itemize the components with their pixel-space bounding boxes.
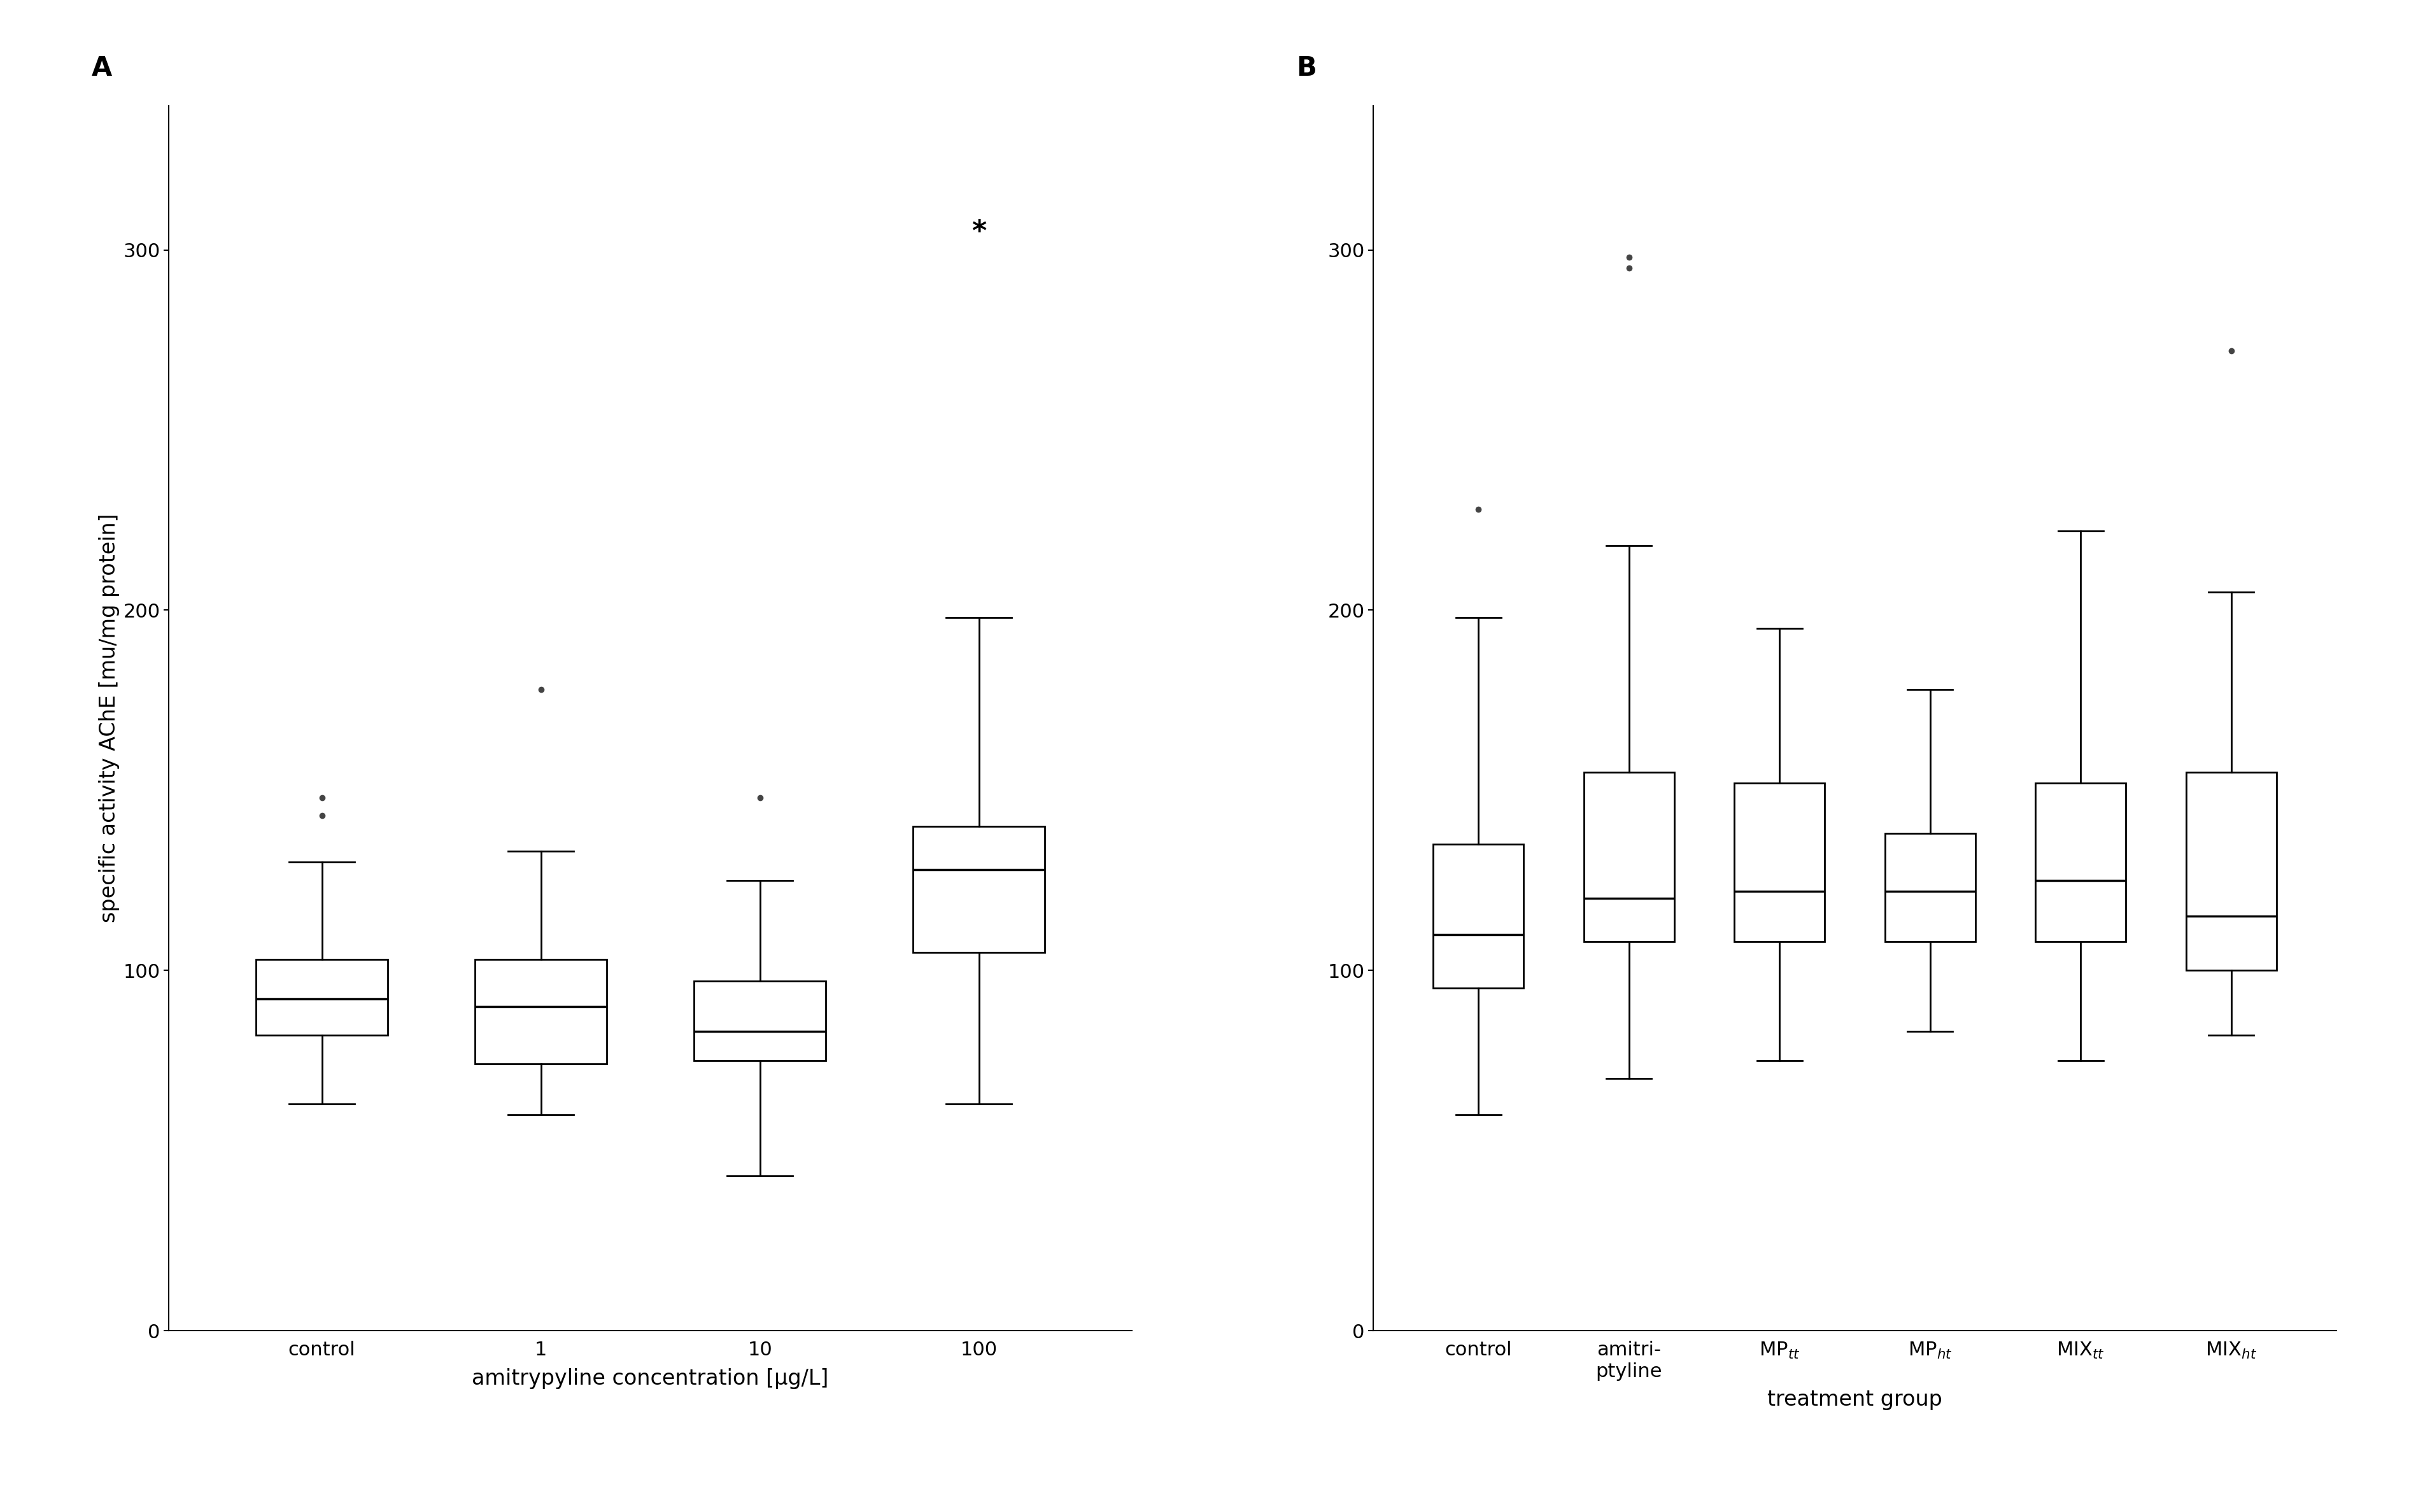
PathPatch shape — [913, 826, 1046, 953]
PathPatch shape — [1433, 844, 1525, 989]
Text: *: * — [971, 218, 985, 245]
PathPatch shape — [1884, 833, 1975, 942]
PathPatch shape — [1734, 783, 1826, 942]
Y-axis label: specific activity AChE [mu/mg protein]: specific activity AChE [mu/mg protein] — [99, 514, 120, 922]
PathPatch shape — [255, 960, 388, 1036]
PathPatch shape — [2187, 773, 2277, 971]
PathPatch shape — [475, 960, 607, 1064]
Text: B: B — [1296, 54, 1315, 82]
PathPatch shape — [2036, 783, 2125, 942]
Text: A: A — [92, 54, 113, 82]
X-axis label: treatment group: treatment group — [1768, 1390, 1942, 1411]
PathPatch shape — [694, 981, 826, 1060]
PathPatch shape — [1585, 773, 1674, 942]
X-axis label: amitrypyline concentration [μg/L]: amitrypyline concentration [μg/L] — [472, 1368, 829, 1390]
